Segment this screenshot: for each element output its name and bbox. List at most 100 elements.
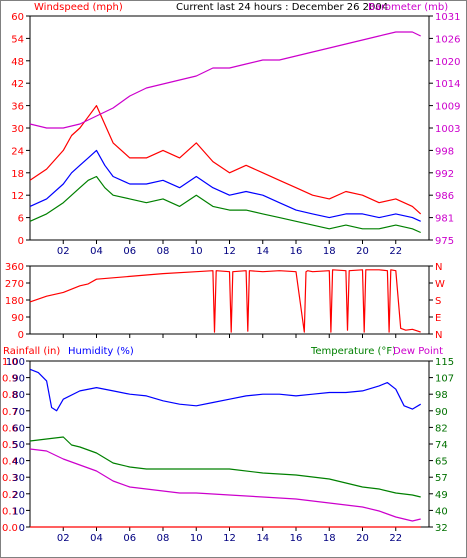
humidity-tick-label: 40 — [12, 457, 25, 468]
y-tick-label: 986 — [435, 191, 454, 202]
rain-tick-label: 0.9 — [2, 374, 18, 385]
x-tick-label: 06 — [123, 533, 136, 544]
barometer-axis-label: Barometer (mb) — [368, 2, 448, 13]
humidity-tick-label: 70 — [12, 407, 25, 418]
rain-tick-label: 0.7 — [2, 407, 18, 418]
humidity-axis-label: Humidity (%) — [68, 346, 134, 357]
y-tick-label: 1009 — [435, 102, 460, 113]
gust-line — [29, 104, 422, 215]
y-tick-label: 992 — [435, 169, 454, 180]
y-tick-label: 18 — [11, 169, 24, 180]
x-tick-label: 04 — [90, 533, 103, 544]
y-tick-label: 42 — [11, 79, 24, 90]
x-tick-label: 10 — [190, 533, 203, 544]
x-tick-label: 16 — [290, 533, 303, 544]
humidity-tick-label: 50 — [12, 440, 25, 451]
humidity-tick-label: 60 — [12, 423, 25, 434]
x-tick-label: 04 — [90, 246, 103, 257]
y-tick-label: 40 — [435, 506, 448, 517]
y-tick-label: 1020 — [435, 57, 460, 68]
y-tick-label: N — [435, 262, 442, 273]
y-tick-label: 32 — [435, 523, 448, 534]
min-line — [29, 175, 421, 234]
y-tick-label: 107 — [435, 374, 454, 385]
humidity-tick-label: 20 — [12, 490, 25, 501]
x-tick-label: 08 — [157, 533, 170, 544]
y-tick-label: 30 — [11, 124, 24, 135]
rain-tick-label: 0.0 — [2, 523, 18, 534]
humidity-tick-label: 80 — [12, 390, 25, 401]
dewpoint-line — [29, 448, 421, 522]
y-tick-label: 1014 — [435, 79, 460, 90]
y-tick-label: 54 — [11, 34, 24, 45]
humidity-tick-label: 30 — [12, 473, 25, 484]
y-tick-label: N — [435, 330, 442, 341]
rain-tick-label: 0.8 — [2, 390, 18, 401]
y-tick-label: 6 — [18, 214, 24, 225]
humidity-line — [29, 368, 422, 412]
y-tick-label: 90 — [435, 407, 448, 418]
y-tick-label: 48 — [11, 57, 24, 68]
y-tick-label: W — [435, 279, 445, 290]
y-tick-label: 115 — [435, 357, 454, 368]
y-tick-label: 981 — [435, 214, 454, 225]
y-tick-label: 12 — [11, 191, 24, 202]
rain-tick-label: 0.5 — [2, 440, 18, 451]
y-tick-label: 1031 — [435, 12, 460, 23]
humidity-tick-label: 100 — [6, 357, 25, 368]
humidity-tick-label: 90 — [12, 374, 25, 385]
x-tick-label: 14 — [256, 246, 269, 257]
humidity-tick-label: 0 — [19, 523, 25, 534]
y-tick-label: 74 — [435, 440, 448, 451]
x-tick-label: 20 — [356, 246, 369, 257]
rain-tick-label: 0.2 — [2, 490, 18, 501]
y-tick-label: 60 — [11, 12, 24, 23]
y-tick-label: 180 — [5, 296, 24, 307]
temperature-axis-label: Temperature (°F) — [310, 346, 396, 357]
y-tick-label: S — [435, 296, 441, 307]
x-tick-label: 02 — [57, 533, 70, 544]
y-tick-label: 1003 — [435, 124, 460, 135]
x-tick-label: 22 — [389, 246, 402, 257]
rain-tick-label: 0.4 — [2, 457, 18, 468]
rain-tick-label: 1.0 — [2, 357, 18, 368]
direction-line — [29, 269, 421, 333]
x-tick-label: 14 — [256, 533, 269, 544]
rain-tick-label: 0.6 — [2, 423, 18, 434]
y-tick-label: 998 — [435, 146, 454, 157]
y-tick-label: 36 — [11, 102, 24, 113]
wind-panel-frame — [29, 15, 430, 241]
y-tick-label: 0 — [18, 236, 24, 247]
dewpoint-axis-label: Dew Point — [393, 346, 443, 357]
y-tick-label: 975 — [435, 236, 454, 247]
x-tick-label: 18 — [323, 533, 336, 544]
x-tick-label: 06 — [123, 246, 136, 257]
x-tick-label: 16 — [290, 246, 303, 257]
rain-tick-label: 0.1 — [2, 506, 18, 517]
x-tick-label: 22 — [389, 533, 402, 544]
rainfall-axis-label: Rainfall (in) — [3, 346, 60, 357]
x-tick-label: 18 — [323, 246, 336, 257]
y-tick-label: 270 — [5, 279, 24, 290]
temperature-panel-frame — [29, 360, 430, 528]
y-tick-label: 49 — [435, 490, 448, 501]
chart-title: Current last 24 hours : December 26 2004 — [176, 2, 388, 13]
y-tick-label: 24 — [11, 146, 24, 157]
x-tick-label: 08 — [157, 246, 170, 257]
rain-tick-label: 0.3 — [2, 473, 18, 484]
y-tick-label: 82 — [435, 423, 448, 434]
y-tick-label: 90 — [11, 313, 24, 324]
y-tick-label: 360 — [5, 262, 24, 273]
x-tick-label: 02 — [57, 246, 70, 257]
y-tick-label: E — [435, 313, 441, 324]
y-tick-label: 0 — [18, 330, 24, 341]
x-tick-label: 20 — [356, 533, 369, 544]
x-tick-label: 12 — [223, 533, 236, 544]
temperature-line — [29, 436, 421, 498]
y-tick-label: 57 — [435, 473, 448, 484]
humidity-tick-label: 10 — [12, 506, 25, 517]
y-tick-label: 1026 — [435, 34, 460, 45]
x-tick-label: 10 — [190, 246, 203, 257]
y-tick-label: 98 — [435, 390, 448, 401]
